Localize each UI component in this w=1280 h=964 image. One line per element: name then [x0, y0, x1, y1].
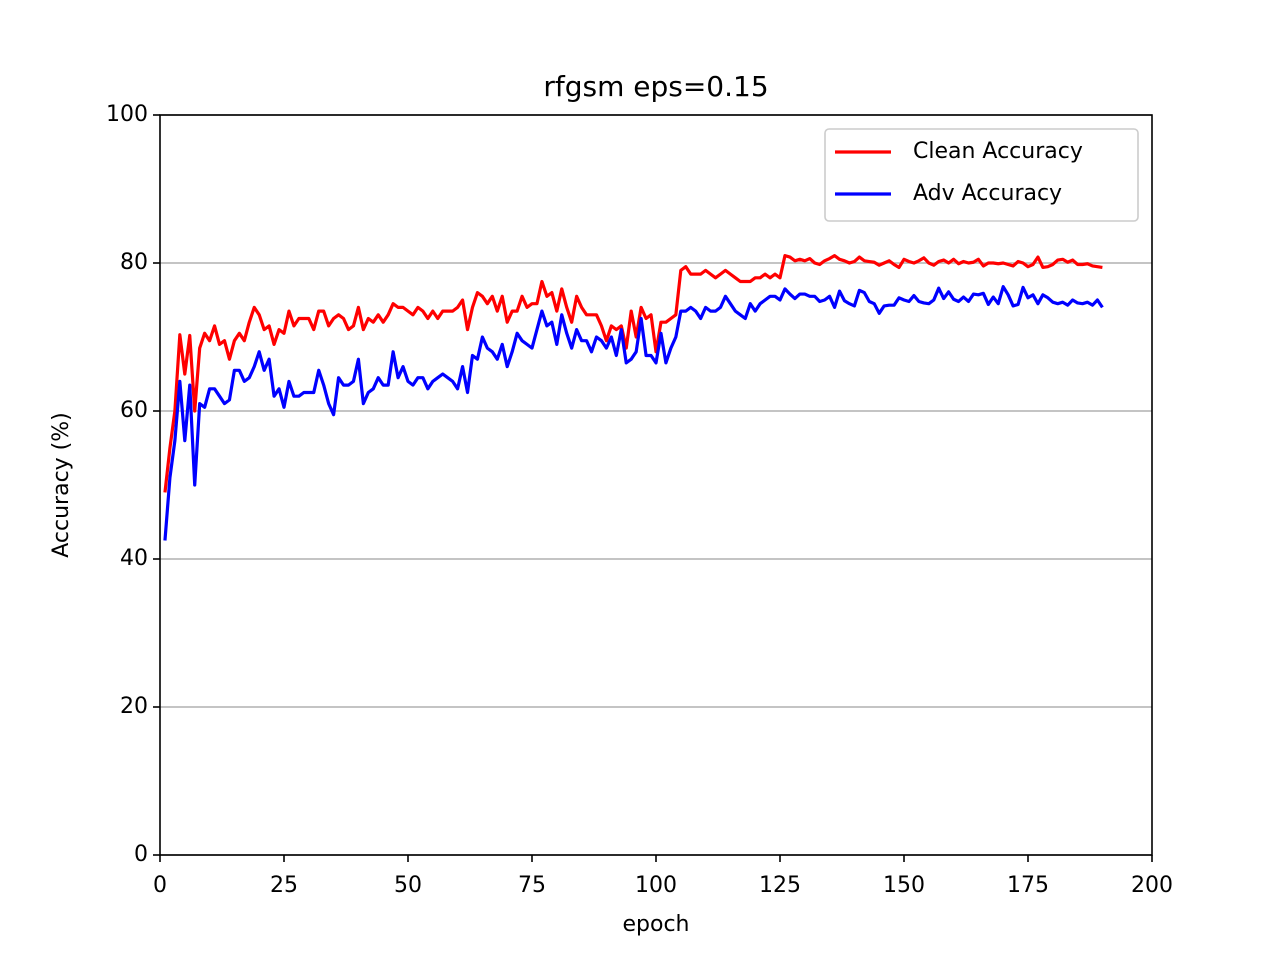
x-tick-label: 100 — [635, 873, 677, 898]
y-tick-label: 60 — [120, 398, 148, 423]
x-tick-label: 0 — [153, 873, 167, 898]
x-tick-label: 25 — [270, 873, 298, 898]
x-tick-label: 125 — [759, 873, 801, 898]
x-tick-label: 50 — [394, 873, 422, 898]
x-tick-label: 75 — [518, 873, 546, 898]
y-tick-label: 100 — [106, 102, 148, 127]
chart-title: rfgsm eps=0.15 — [543, 70, 768, 103]
y-tick-label: 20 — [120, 694, 148, 719]
y-axis-label: Accuracy (%) — [49, 412, 74, 558]
data-line — [163, 254, 1103, 493]
y-tick-label: 40 — [120, 546, 148, 571]
data-line — [163, 285, 1104, 541]
y-tick-label: 80 — [120, 250, 148, 275]
x-tick-label: 200 — [1131, 873, 1173, 898]
y-tick-label: 0 — [134, 842, 148, 867]
x-tick-label: 175 — [1007, 873, 1049, 898]
plot-frame — [159, 114, 1153, 856]
legend-label: Adv Accuracy — [913, 181, 1062, 206]
x-axis-label: epoch — [623, 912, 690, 937]
legend-box — [824, 128, 1139, 222]
legend-label: Clean Accuracy — [913, 139, 1083, 164]
x-tick-label: 150 — [883, 873, 925, 898]
